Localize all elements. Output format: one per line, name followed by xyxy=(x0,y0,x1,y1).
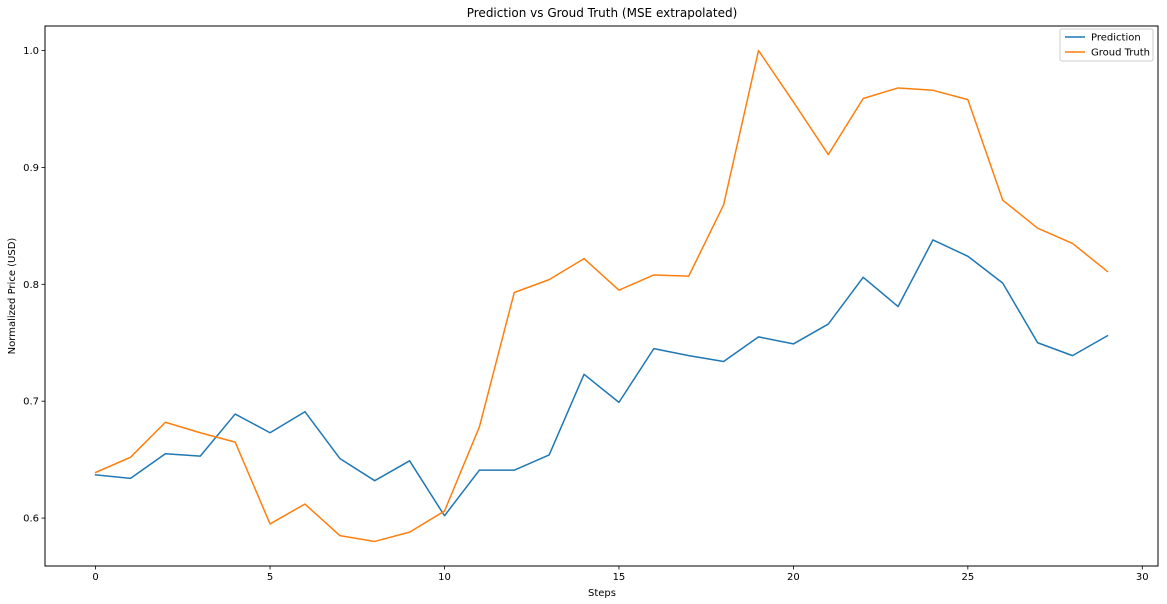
legend-label-prediction: Prediction xyxy=(1091,33,1141,44)
x-tick-label: 30 xyxy=(1136,572,1149,583)
plot-lines xyxy=(94,49,1109,543)
series-line-ground-truth xyxy=(94,49,1109,543)
y-tick-label: 0.6 xyxy=(23,514,39,525)
y-tick-label: 0.7 xyxy=(23,397,39,408)
legend-label-ground-truth: Groud Truth xyxy=(1091,48,1150,59)
y-tick-label: 0.9 xyxy=(23,163,39,174)
y-tick-label: 0.8 xyxy=(23,280,39,291)
chart-title: Prediction vs Groud Truth (MSE extrapola… xyxy=(467,6,738,20)
legend: Prediction Groud Truth xyxy=(1059,28,1154,62)
plot-area-frame xyxy=(44,25,1159,567)
y-tick-label: 1.0 xyxy=(23,46,39,57)
x-axis-ticks: 0 5 10 15 20 25 30 xyxy=(92,566,1149,583)
x-tick-label: 10 xyxy=(438,572,451,583)
x-tick-label: 0 xyxy=(92,572,98,583)
x-axis-label: Steps xyxy=(588,588,616,599)
series-line-prediction xyxy=(94,239,1109,517)
y-axis-label: Normalized Price (USD) xyxy=(7,238,18,355)
y-axis-ticks: 0.6 0.7 0.8 0.9 1.0 xyxy=(23,46,45,525)
x-tick-label: 25 xyxy=(961,572,974,583)
x-tick-label: 15 xyxy=(613,572,626,583)
x-tick-label: 20 xyxy=(787,572,800,583)
x-tick-label: 5 xyxy=(267,572,273,583)
